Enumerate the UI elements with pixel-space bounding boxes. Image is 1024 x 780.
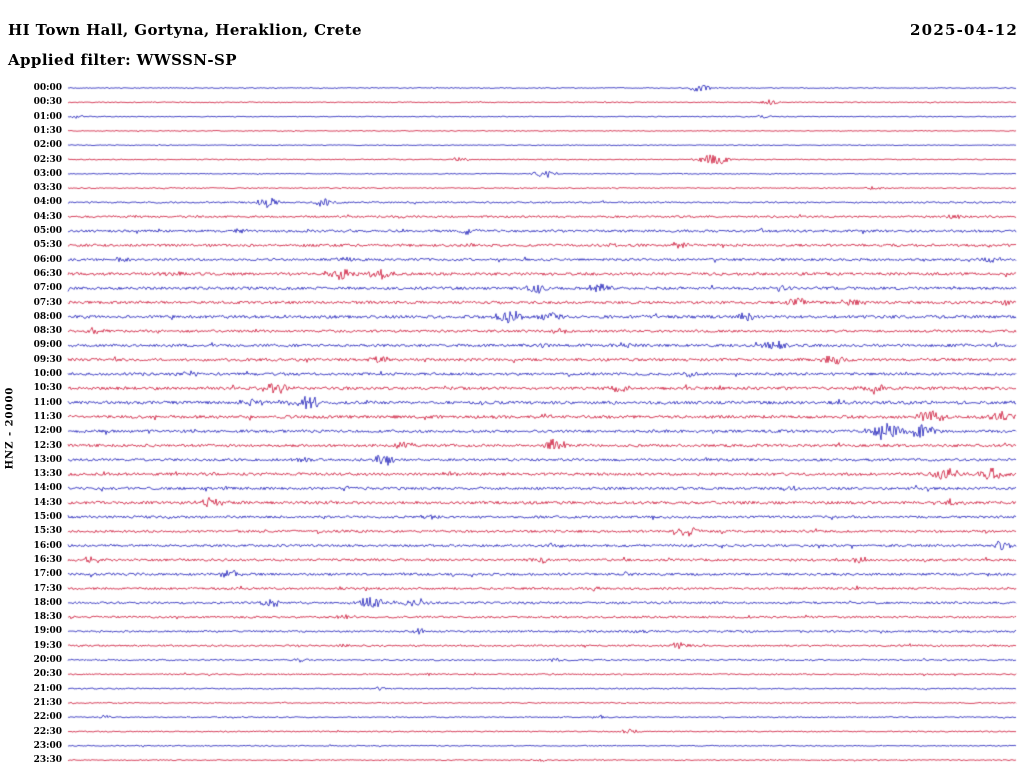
time-label-23:00: 23:00 <box>33 740 62 751</box>
time-label-14:30: 14:30 <box>33 497 62 508</box>
time-label-16:30: 16:30 <box>33 554 62 565</box>
time-label-11:30: 11:30 <box>33 411 62 422</box>
time-label-08:00: 08:00 <box>33 311 62 322</box>
record-date: 2025-04-12 <box>910 21 1018 39</box>
time-label-20:30: 20:30 <box>33 669 62 680</box>
time-label-15:00: 15:00 <box>33 512 62 522</box>
time-label-22:00: 22:00 <box>33 712 62 723</box>
time-label-21:00: 21:00 <box>33 683 62 694</box>
station-title: HI Town Hall, Gortyna, Heraklion, Crete <box>8 21 363 39</box>
time-label-20:00: 20:00 <box>33 655 62 665</box>
time-label-06:00: 06:00 <box>33 254 62 265</box>
time-label-12:00: 12:00 <box>33 426 62 437</box>
time-label-02:00: 02:00 <box>33 140 62 151</box>
time-label-23:30: 23:30 <box>33 755 62 766</box>
time-label-07:00: 07:00 <box>33 283 62 294</box>
time-label-03:30: 03:30 <box>33 183 62 194</box>
time-label-13:00: 13:00 <box>33 454 62 465</box>
time-label-12:30: 12:30 <box>33 440 62 451</box>
time-label-03:00: 03:00 <box>33 168 62 179</box>
time-label-01:30: 01:30 <box>33 125 62 136</box>
time-label-00:30: 00:30 <box>33 97 62 108</box>
time-label-04:30: 04:30 <box>33 211 62 222</box>
time-label-05:00: 05:00 <box>33 226 62 236</box>
time-label-15:30: 15:30 <box>33 526 62 537</box>
time-label-01:00: 01:00 <box>33 111 62 122</box>
time-label-18:00: 18:00 <box>33 597 62 608</box>
time-label-08:30: 08:30 <box>33 326 62 337</box>
time-label-06:30: 06:30 <box>33 268 62 279</box>
time-label-11:00: 11:00 <box>33 397 62 408</box>
time-label-19:30: 19:30 <box>33 640 62 651</box>
time-label-04:00: 04:00 <box>33 197 62 208</box>
time-label-17:30: 17:30 <box>33 583 62 594</box>
time-label-16:00: 16:00 <box>33 540 62 551</box>
time-label-09:30: 09:30 <box>33 354 62 365</box>
time-label-22:30: 22:30 <box>33 726 62 737</box>
time-label-05:30: 05:30 <box>33 240 62 251</box>
time-label-09:00: 09:00 <box>33 340 62 351</box>
time-label-18:30: 18:30 <box>33 612 62 623</box>
time-label-19:00: 19:00 <box>33 626 62 637</box>
time-label-21:30: 21:30 <box>33 697 62 708</box>
time-label-02:30: 02:30 <box>33 154 62 165</box>
time-label-10:00: 10:00 <box>33 369 62 379</box>
time-label-10:30: 10:30 <box>33 383 62 394</box>
time-label-14:00: 14:00 <box>33 483 62 494</box>
time-label-00:00: 00:00 <box>33 83 62 93</box>
time-label-07:30: 07:30 <box>33 297 62 308</box>
filter-label: Applied filter: WWSSN-SP <box>8 51 237 69</box>
time-label-13:30: 13:30 <box>33 469 62 480</box>
time-label-17:00: 17:00 <box>33 569 62 580</box>
